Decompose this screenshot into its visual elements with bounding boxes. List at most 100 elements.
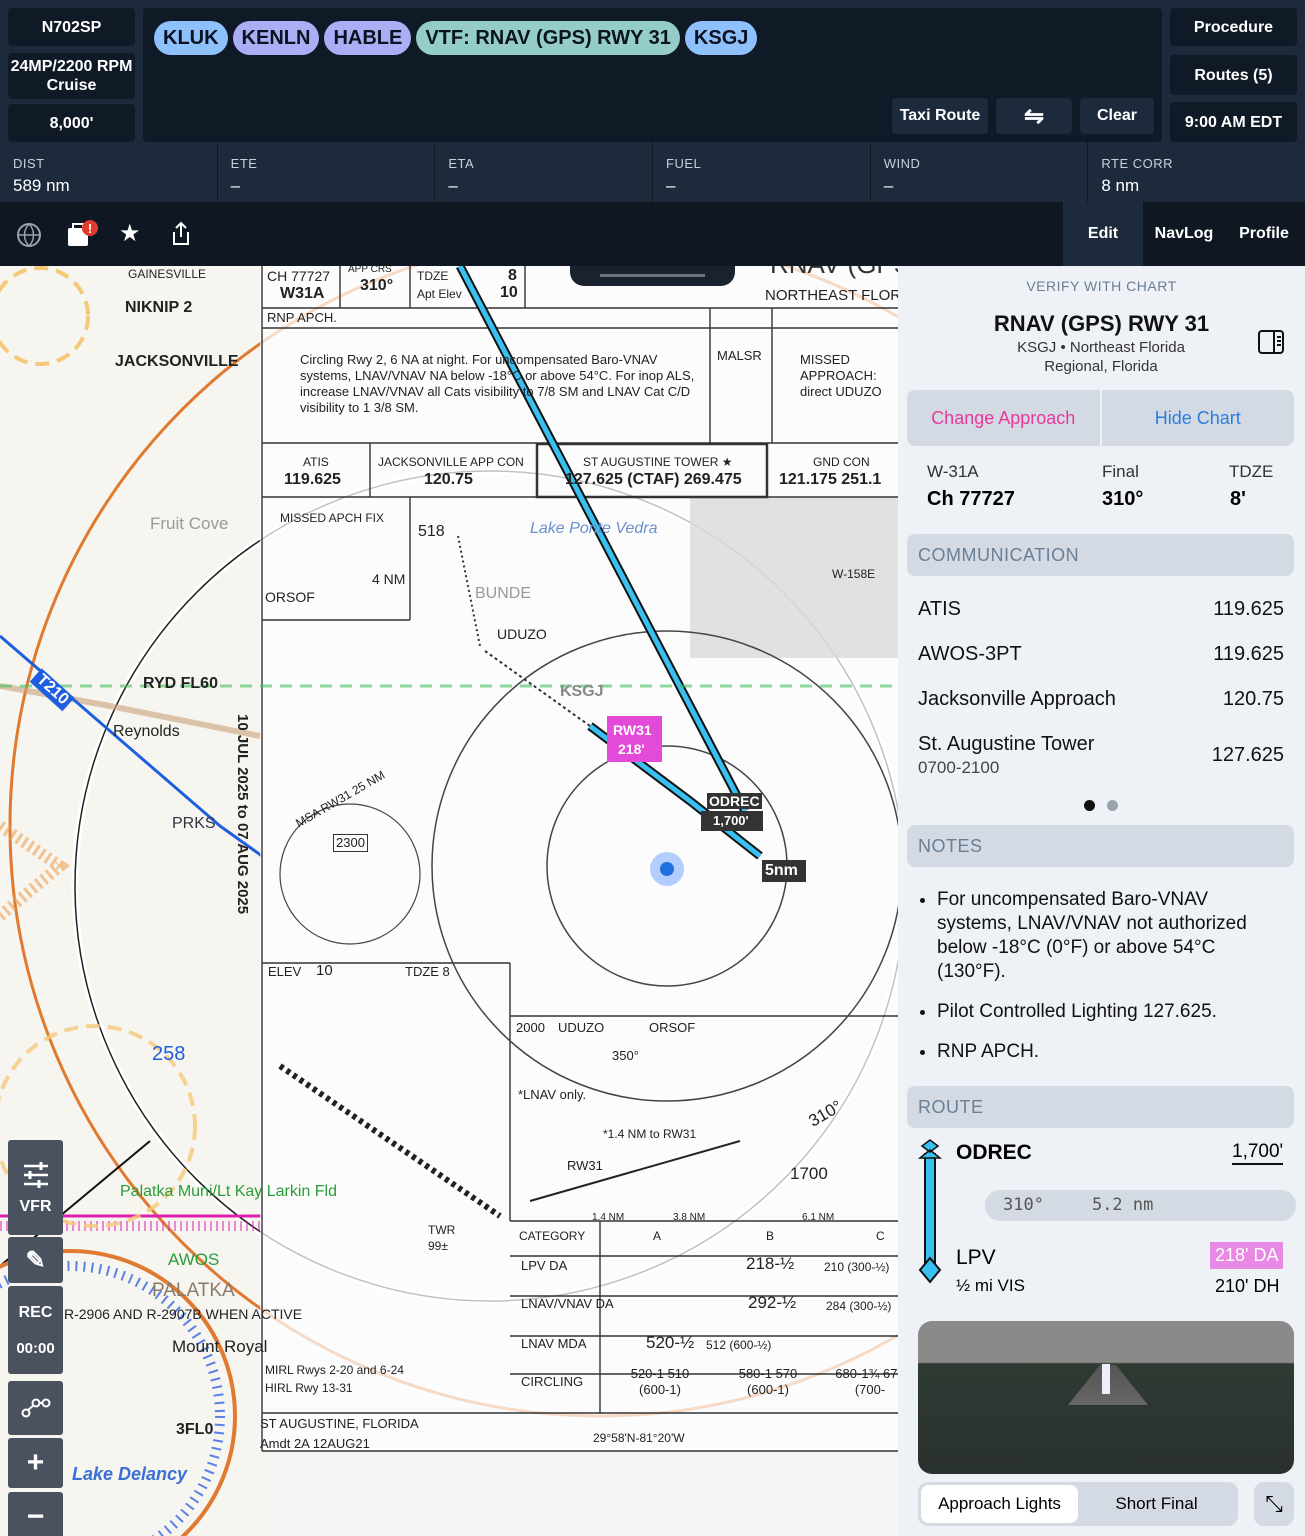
map-label: GAINESVILLE — [128, 267, 207, 281]
zoom-out-button[interactable]: − — [8, 1492, 63, 1536]
route-editor[interactable]: KLUK KENLN HABLE VTF: RNAV (GPS) RWY 31 KSGJ… — [143, 8, 1162, 142]
map-label: JACKSONVILLE — [115, 353, 239, 370]
fix-alt: 1,700' — [713, 813, 749, 828]
profile-label: *LNAV only. — [518, 1087, 587, 1102]
stat-dist: DIST 589 nm — [0, 142, 217, 202]
missed-fix-label: MISSED APCH FIX — [280, 511, 385, 525]
taxi-route-button[interactable]: Taxi Route — [892, 98, 988, 134]
procedure-button[interactable]: Procedure — [1170, 8, 1297, 46]
comm-name: Jacksonville Approach — [918, 688, 1116, 710]
tab-profile[interactable]: Profile — [1239, 225, 1289, 242]
freq-value: 119.625 — [284, 471, 341, 488]
sidebar-toggle-icon[interactable] — [1257, 329, 1285, 355]
map-label: PRKS — [172, 815, 216, 832]
freq-name: GND CON — [813, 455, 870, 469]
stat-ete: ETE – — [216, 142, 435, 202]
aircraft-button[interactable]: N702SP — [8, 8, 135, 46]
short-final-tab[interactable]: Short Final — [1115, 1494, 1198, 1513]
notes-list: For uncompensated Baro-VNAV systems, LNA… — [937, 888, 1282, 1064]
page-dot[interactable] — [1107, 800, 1118, 811]
reverse-route-button[interactable]: ⇋ — [996, 98, 1072, 134]
minimums-type: LPV — [956, 1246, 996, 1269]
waypoint-chip[interactable]: KLUK — [154, 21, 228, 55]
tdze-label: TDZE 8 — [405, 964, 450, 979]
info-label: W-31A — [927, 462, 979, 481]
flight-plan-header: N702SP 24MP/2200 RPM Cruise 8,000' KLUK K… — [0, 0, 1305, 142]
power-setting-button[interactable]: 24MP/2200 RPM Cruise — [8, 53, 135, 99]
plate-channel: CH 77727 — [267, 268, 331, 284]
minima-row-label: LNAV MDA — [521, 1336, 587, 1351]
star-icon[interactable]: ★ — [119, 220, 141, 247]
procedure-title: RNAV (GPS) RWY 31 — [993, 311, 1210, 336]
map-label: Lake Ponte Vedra — [530, 520, 658, 537]
comm-freq: 119.625 — [1213, 598, 1284, 620]
plate-app-crs: 310° — [360, 277, 394, 294]
share-icon[interactable] — [170, 221, 192, 247]
record-button[interactable]: REC 00:00 — [8, 1286, 63, 1374]
stat-value: – — [666, 176, 676, 195]
minima-value: 512 (600-½) — [706, 1338, 772, 1352]
verify-label: VERIFY WITH CHART — [1026, 278, 1177, 294]
minima-value: 292-½ — [748, 1293, 797, 1312]
minima-value: 520-½ — [646, 1333, 695, 1352]
map-settings-button[interactable]: VFR — [8, 1140, 63, 1235]
freq-value: 121.175 251.1 — [779, 471, 882, 488]
stat-label: WIND — [883, 156, 921, 171]
profile-label: 1.4 NM — [592, 1212, 625, 1223]
flight-stats: DIST 589 nm ETE – ETA – FUEL – WIND – RTE COR… — [0, 142, 1305, 202]
freq-name: ATIS — [303, 455, 329, 469]
profile-label: RW31 — [567, 1158, 603, 1173]
msa-alt: 2300 — [333, 834, 368, 852]
chart-effective-dates: 10 JUL 2025 to 07 AUG 2025 — [234, 714, 251, 915]
minima-row-label: LNAV/VNAV DA — [521, 1296, 614, 1311]
freq-name: JACKSONVILLE APP CON — [378, 455, 524, 469]
leg-info: 310° 5.2 nm — [985, 1190, 1296, 1221]
altitude-button[interactable]: 8,000' — [8, 104, 135, 142]
page-dot-active[interactable] — [1084, 800, 1095, 811]
time-button[interactable]: 9:00 AM EDT — [1170, 102, 1297, 142]
route-chips: KLUK KENLN HABLE VTF: RNAV (GPS) RWY 31 KSGJ — [154, 21, 762, 55]
tab-edit[interactable]: Edit — [1063, 202, 1143, 266]
comm-row[interactable]: AWOS-3PT 119.625 — [918, 643, 1284, 666]
waypoint-chip[interactable]: HABLE — [324, 21, 412, 55]
approach-lights-tab[interactable]: Approach Lights — [921, 1485, 1078, 1523]
tower-label: TWR 99± — [428, 1223, 456, 1253]
flight-bag-icon[interactable]: ! — [66, 218, 100, 248]
stat-label: ETE — [230, 156, 258, 171]
route-tool-button[interactable] — [8, 1381, 63, 1435]
waypoint-chip[interactable]: KENLN — [232, 21, 320, 55]
comm-row[interactable]: ATIS 119.625 — [918, 598, 1284, 621]
comm-freq: 127.625 — [1211, 744, 1284, 766]
zoom-in-button[interactable]: + — [8, 1438, 63, 1488]
procedure-chip[interactable]: VTF: RNAV (GPS) RWY 31 — [416, 21, 680, 55]
globe-icon[interactable] — [16, 222, 44, 248]
timer-label: 00:00 — [16, 1339, 55, 1357]
decision-height: 210' DH — [1215, 1276, 1280, 1296]
map-label: RYD FL60 — [143, 675, 218, 692]
info-value: Ch 77727 — [927, 488, 1015, 510]
minima-value: 210 (300-½) — [824, 1260, 890, 1274]
freq-value: 127.625 (CTAF) 269.475 — [565, 471, 742, 488]
freq-name: ST AUGUSTINE TOWER ★ — [583, 455, 733, 469]
tab-navlog[interactable]: NavLog — [1154, 225, 1214, 242]
airspace-label: W-158E — [832, 567, 876, 581]
stat-label: DIST — [13, 156, 45, 171]
change-approach-button[interactable]: Change Approach — [907, 390, 1102, 446]
elev-value: 10 — [316, 962, 333, 979]
lighting-note: HIRL Rwy 13-31 — [265, 1381, 353, 1395]
plate-waas: W31A — [280, 285, 325, 302]
draw-button[interactable]: ✎ — [8, 1237, 63, 1283]
plate-elev-label: Apt Elev — [417, 287, 462, 301]
hide-chart-button[interactable]: Hide Chart — [1154, 407, 1241, 428]
expand-button[interactable]: ⤡ — [1254, 1482, 1294, 1526]
plate-coords: 29°58'N-81°20'W — [593, 1431, 685, 1445]
route-header: ROUTE — [907, 1086, 1294, 1128]
comm-name: AWOS-3PT — [918, 643, 1022, 665]
plate-rnp: RNP APCH. — [267, 310, 337, 325]
clear-button[interactable]: Clear — [1080, 98, 1154, 134]
comm-row[interactable]: St. Augustine Tower 0700-2100 127.625 — [918, 733, 1284, 779]
waypoint-chip[interactable]: KSGJ — [684, 21, 758, 55]
routes-button[interactable]: Routes (5) — [1170, 55, 1297, 95]
comm-row[interactable]: Jacksonville Approach 120.75 — [918, 688, 1284, 711]
map-view[interactable]: GAINESVILLE NIKNIP 2 JACKSONVILLE T210 R… — [0, 266, 898, 1536]
